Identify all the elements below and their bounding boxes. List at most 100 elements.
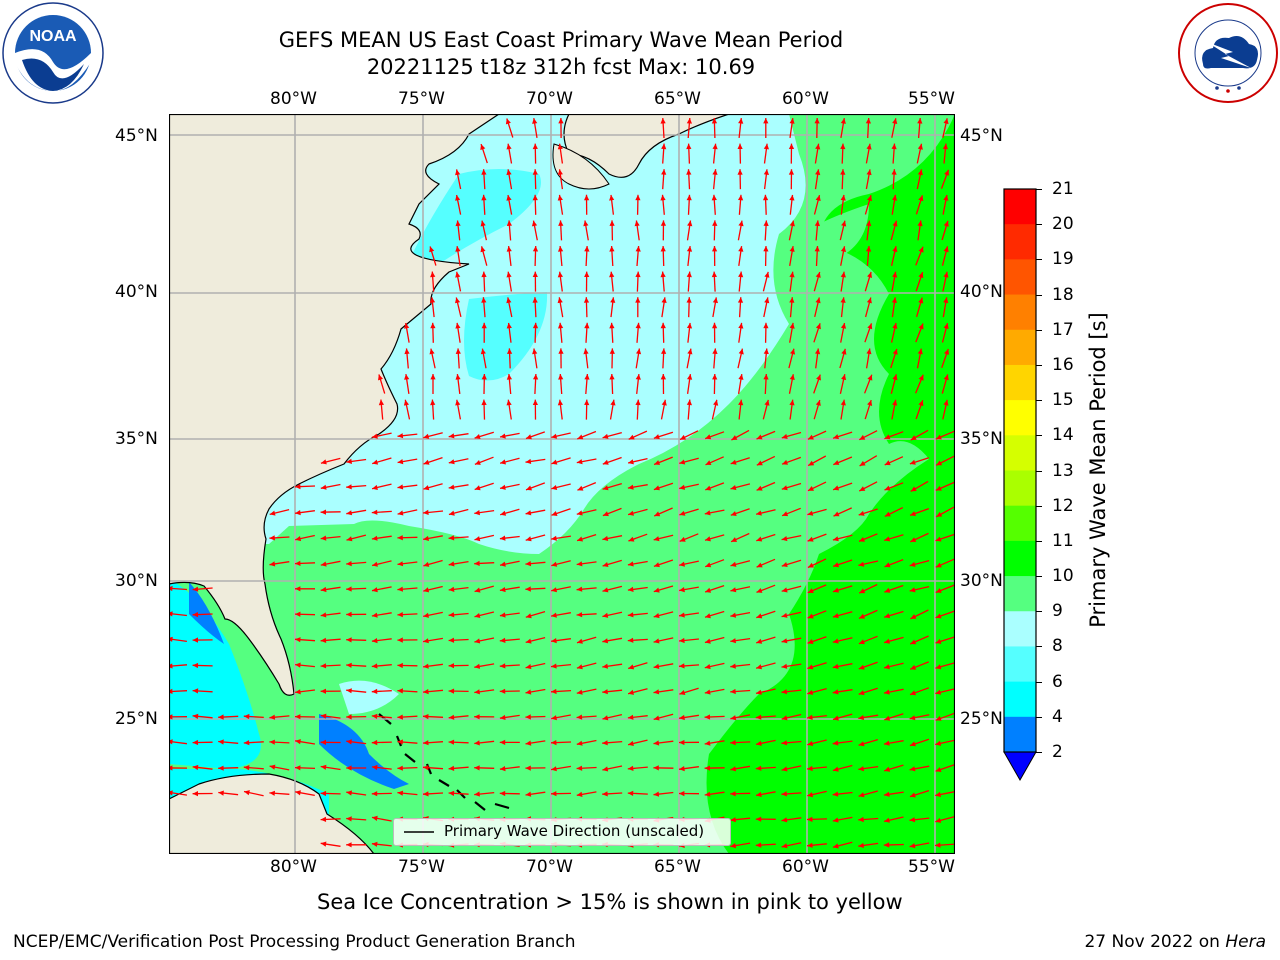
wave-arrow-head [884,715,891,721]
wave-arrow-head [816,374,821,381]
wave-arrow-head [705,434,712,440]
wave-arrow-head [653,765,659,771]
wave-arrow-head [346,637,352,643]
wave-arrow-head [532,297,538,303]
wave-arrow-head [943,271,949,278]
wave-arrow-head [909,587,916,593]
wave-arrow-head [525,586,531,592]
wave-arrow-head [320,484,327,490]
wave-arrow-head [704,714,711,720]
wave-arrow-head [584,322,590,329]
wave-arrow-head [704,740,711,746]
wave-arrow-head [935,664,942,670]
wave-arrow-head [653,791,660,797]
wave-arrow-head [730,740,736,746]
wave-arrow-head [397,433,404,439]
wave-arrow-head [712,322,718,329]
wave-arrow-head [404,323,410,329]
wave-arrow-head [730,766,737,772]
wave-arrow-head [371,688,378,694]
wave-arrow-head [320,688,326,694]
wave-arrow-head [781,485,788,491]
wave-arrow-head [935,485,942,491]
wave-arrow-head [429,297,436,303]
wave-arrow-head [558,220,564,226]
wave-arrow-head [430,399,436,406]
wave-arrow-head [661,297,667,303]
wave-arrow-head [448,561,455,567]
wave-arrow-head [763,194,769,201]
wave-arrow-head [918,246,924,253]
wave-arrow-head [397,586,403,592]
wave-arrow-head [781,715,788,721]
wave-arrow-head [935,817,942,823]
wave-arrow-head [910,435,917,441]
wave-arrow-head [295,484,301,490]
wave-arrow-head [474,536,481,542]
bahamas-period-2-4 [319,714,409,789]
wave-arrow-head [756,434,763,440]
wave-arrow-head [448,535,455,541]
wave-arrow-head [756,613,763,619]
wave-arrow-head [577,638,583,644]
wave-arrow-head [679,739,685,746]
wave-arrow-head [917,118,923,124]
colorbar-tick-mark [1036,681,1042,683]
wave-arrow-head [910,537,917,542]
colorbar-tick-mark [1036,470,1042,472]
wave-arrow-head [474,434,481,439]
wave-arrow-head [680,434,686,440]
wave-arrow-head [551,612,557,618]
colorbar [1003,188,1037,782]
wave-arrow-head [627,637,634,643]
wave-direction-arrows [169,117,955,849]
colorbar-cell [1004,611,1036,647]
wave-arrow-head [763,246,769,252]
colorbar-tick-mark [1036,611,1042,613]
wave-arrow-head [866,246,872,252]
wave-arrow-head [192,662,199,669]
colorbar-cell [1004,505,1036,542]
wave-arrow-head [558,322,564,329]
wave-arrow-head [295,560,301,566]
wave-arrow-head [584,399,590,406]
wave-arrow-head [807,842,813,848]
wave-arrow-head [551,587,557,593]
wave-arrow-head [602,587,609,593]
colorbar-tick-label: 15 [1052,390,1074,411]
wave-arrow-head [320,561,327,567]
wave-arrow-head [557,399,563,406]
wave-arrow-head [551,535,557,541]
wave-arrow-head [660,374,666,380]
noaa-logo: NOAA [2,2,104,104]
wave-arrow-head [756,460,763,466]
wave-arrow-head [602,612,609,618]
wave-arrow-head [526,434,532,440]
wave-arrow-head [583,297,590,303]
wave-arrow-head [935,715,942,721]
wave-arrow-head [526,485,532,491]
wave-arrow-head [910,614,917,619]
wave-arrow-head [576,765,583,771]
lat-tick-left-45n: 45°N [115,126,158,146]
wave-arrow-head [764,297,770,304]
wave-arrow-head [756,510,762,516]
wave-arrow-head [756,485,763,491]
wave-arrow-head [448,484,455,490]
wave-arrow-head [943,297,949,304]
wave-arrow-head [679,587,685,593]
wave-arrow-head [686,271,692,278]
wave-arrow-head [730,663,736,669]
wave-arrow-head [935,689,942,695]
wave-arrow-head [584,374,590,380]
wave-arrow-head [506,297,512,304]
wave-arrow-head [686,118,692,124]
wave-arrow-head [506,169,512,176]
wave-arrow-head [551,485,558,490]
wave-arrow-head [859,486,866,491]
wave-period-map [169,114,955,854]
wave-arrow-head [320,816,327,822]
wave-arrow-head [525,740,532,746]
colorbar-tick-label: 2 [1052,742,1063,762]
wave-arrow-head [866,169,872,176]
